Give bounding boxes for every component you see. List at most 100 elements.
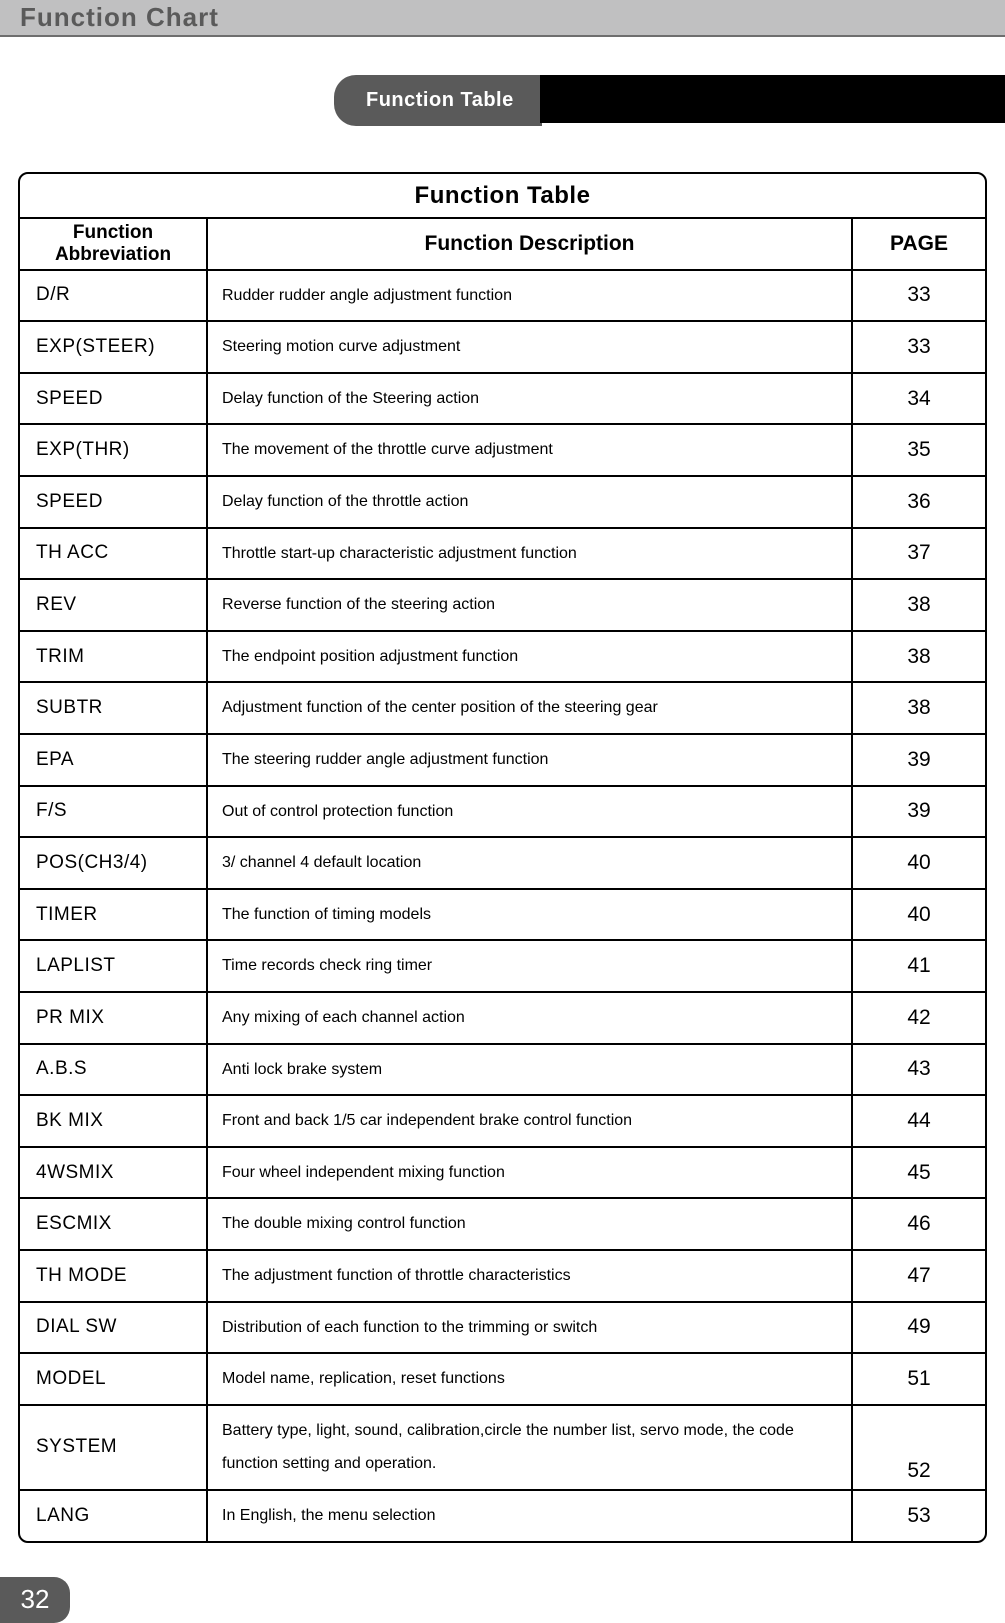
cell-page: 37 [853, 529, 985, 579]
cell-desc: Out of control protection function [208, 787, 853, 837]
cell-desc: Anti lock brake system [208, 1045, 853, 1095]
table-title: Function Table [20, 174, 985, 219]
table-row: LANGIn English, the menu selection53 [20, 1491, 985, 1541]
table-row: SPEEDDelay function of the Steering acti… [20, 374, 985, 426]
table-row: TH ACCThrottle start-up characteristic a… [20, 529, 985, 581]
function-table: Function Table Function Abbreviation Fun… [18, 172, 987, 1543]
cell-page: 49 [853, 1303, 985, 1353]
cell-abbr: F/S [20, 787, 208, 837]
col-header-abbr: Function Abbreviation [20, 219, 208, 269]
cell-abbr: SYSTEM [20, 1406, 208, 1489]
cell-abbr: EXP(STEER) [20, 322, 208, 372]
table-row: MODELModel name, replication, reset func… [20, 1354, 985, 1406]
cell-desc: The endpoint position adjustment functio… [208, 632, 853, 682]
table-row: DIAL SWDistribution of each function to … [20, 1303, 985, 1355]
table-row: EPAThe steering rudder angle adjustment … [20, 735, 985, 787]
cell-desc: Distribution of each function to the tri… [208, 1303, 853, 1353]
cell-abbr: DIAL SW [20, 1303, 208, 1353]
cell-desc: Delay function of the Steering action [208, 374, 853, 424]
cell-desc: Reverse function of the steering action [208, 580, 853, 630]
cell-abbr: BK MIX [20, 1096, 208, 1146]
table-row: SPEEDDelay function of the throttle acti… [20, 477, 985, 529]
cell-page: 39 [853, 735, 985, 785]
cell-desc: Model name, replication, reset functions [208, 1354, 853, 1404]
cell-abbr: TRIM [20, 632, 208, 682]
cell-abbr: POS(CH3/4) [20, 838, 208, 888]
table-row: TH MODEThe adjustment function of thrott… [20, 1251, 985, 1303]
cell-desc: Rudder rudder angle adjustment function [208, 271, 853, 321]
table-row: POS(CH3/4)3/ channel 4 default location4… [20, 838, 985, 890]
cell-abbr: LANG [20, 1491, 208, 1541]
table-row: TRIMThe endpoint position adjustment fun… [20, 632, 985, 684]
cell-page: 38 [853, 580, 985, 630]
cell-desc: Front and back 1/5 car independent brake… [208, 1096, 853, 1146]
tab-wrap: Function Table [334, 75, 1005, 126]
cell-desc: The double mixing control function [208, 1199, 853, 1249]
tab-extension [540, 75, 1005, 123]
col-header-page: PAGE [853, 219, 985, 269]
cell-abbr: MODEL [20, 1354, 208, 1404]
col-header-desc: Function Description [208, 219, 853, 269]
cell-desc: 3/ channel 4 default location [208, 838, 853, 888]
table-row: SYSTEMBattery type, light, sound, calibr… [20, 1406, 985, 1491]
page-title: Function Chart [20, 2, 247, 33]
header-bar: Function Chart [0, 0, 1005, 37]
cell-desc: Throttle start-up characteristic adjustm… [208, 529, 853, 579]
cell-desc: Four wheel independent mixing function [208, 1148, 853, 1198]
cell-desc: Battery type, light, sound, calibration,… [208, 1406, 853, 1489]
cell-abbr: SPEED [20, 374, 208, 424]
cell-desc: The steering rudder angle adjustment fun… [208, 735, 853, 785]
table-row: 4WSMIXFour wheel independent mixing func… [20, 1148, 985, 1200]
table-row: BK MIXFront and back 1/5 car independent… [20, 1096, 985, 1148]
cell-page: 38 [853, 632, 985, 682]
cell-page: 41 [853, 941, 985, 991]
table-row: LAPLISTTime records check ring timer41 [20, 941, 985, 993]
cell-page: 43 [853, 1045, 985, 1095]
cell-page: 42 [853, 993, 985, 1043]
cell-abbr: 4WSMIX [20, 1148, 208, 1198]
cell-page: 53 [853, 1491, 985, 1541]
cell-page: 35 [853, 425, 985, 475]
cell-page: 34 [853, 374, 985, 424]
cell-abbr: EXP(THR) [20, 425, 208, 475]
cell-page: 39 [853, 787, 985, 837]
cell-desc: Adjustment function of the center positi… [208, 683, 853, 733]
cell-page: 33 [853, 322, 985, 372]
cell-page: 51 [853, 1354, 985, 1404]
table-row: A.B.SAnti lock brake system43 [20, 1045, 985, 1097]
cell-abbr: TH MODE [20, 1251, 208, 1301]
cell-page: 40 [853, 838, 985, 888]
cell-abbr: A.B.S [20, 1045, 208, 1095]
cell-abbr: SUBTR [20, 683, 208, 733]
cell-page: 38 [853, 683, 985, 733]
table-row: EXP(STEER)Steering motion curve adjustme… [20, 322, 985, 374]
cell-abbr: REV [20, 580, 208, 630]
cell-desc: Delay function of the throttle action [208, 477, 853, 527]
table-row: TIMERThe function of timing models40 [20, 890, 985, 942]
table-row: PR MIXAny mixing of each channel action4… [20, 993, 985, 1045]
table-body: D/RRudder rudder angle adjustment functi… [20, 271, 985, 1541]
table-row: D/RRudder rudder angle adjustment functi… [20, 271, 985, 323]
cell-desc: In English, the menu selection [208, 1491, 853, 1541]
table-row: REVReverse function of the steering acti… [20, 580, 985, 632]
cell-page: 44 [853, 1096, 985, 1146]
table-row: SUBTRAdjustment function of the center p… [20, 683, 985, 735]
table-row: F/SOut of control protection function39 [20, 787, 985, 839]
table-row: ESCMIXThe double mixing control function… [20, 1199, 985, 1251]
cell-desc: Time records check ring timer [208, 941, 853, 991]
cell-desc: Steering motion curve adjustment [208, 322, 853, 372]
cell-abbr: PR MIX [20, 993, 208, 1043]
tab-function-table: Function Table [334, 75, 542, 126]
cell-desc: The movement of the throttle curve adjus… [208, 425, 853, 475]
cell-page: 45 [853, 1148, 985, 1198]
cell-page: 52 [853, 1406, 985, 1489]
cell-desc: Any mixing of each channel action [208, 993, 853, 1043]
cell-page: 40 [853, 890, 985, 940]
cell-page: 36 [853, 477, 985, 527]
cell-abbr: TH ACC [20, 529, 208, 579]
cell-abbr: EPA [20, 735, 208, 785]
cell-page: 46 [853, 1199, 985, 1249]
cell-abbr: TIMER [20, 890, 208, 940]
cell-page: 47 [853, 1251, 985, 1301]
page-number-badge: 32 [0, 1577, 70, 1623]
